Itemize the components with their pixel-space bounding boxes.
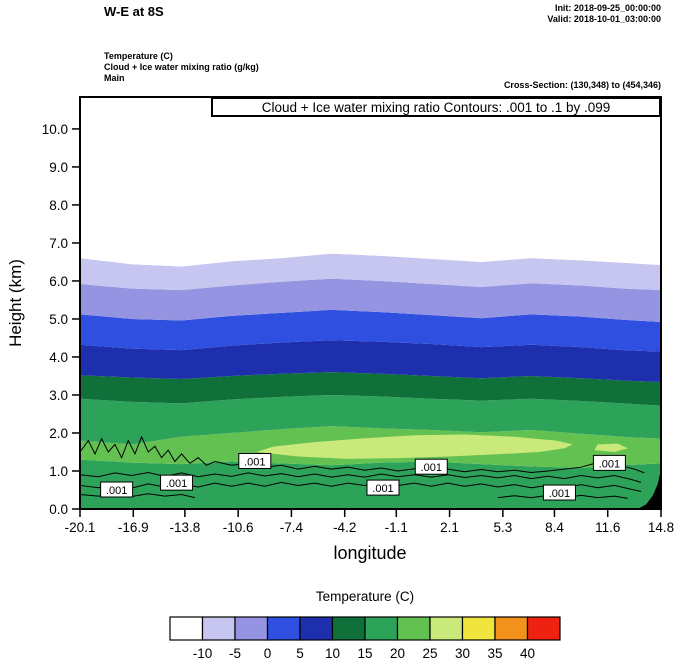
colorbar-tick-label-4: 10 (325, 646, 340, 661)
cloud-contour-line-0 (79, 435, 645, 474)
colorbar-cell-11 (526, 616, 561, 641)
warm-blob-1 (594, 443, 628, 452)
temperature-band-6 (80, 278, 661, 323)
temperature-band-5 (80, 309, 661, 352)
x-tick-label-7: 2.1 (440, 520, 459, 535)
y-tick-label-9: 9.0 (49, 160, 68, 175)
cross-section-info: Cross-Section: (130,348) to (454,346) (503, 80, 661, 90)
contour-annotation-box: Cloud + Ice water mixing ratio Contours:… (211, 97, 661, 117)
warm-blob-0 (256, 434, 573, 459)
y-axis-label: Height (km) (6, 259, 25, 347)
x-tick-label-1: -16.9 (118, 520, 149, 535)
colorbar-title: Temperature (C) (315, 589, 415, 604)
colorbar-cell-1 (201, 616, 236, 641)
x-tick-label-2: -13.8 (169, 520, 200, 535)
x-tick-label-8: 5.3 (493, 520, 512, 535)
cloud-contour-label-3: .001 (372, 483, 393, 495)
temperature-band-4 (80, 340, 661, 383)
field-list: Temperature (C) Cloud + Ice water mixing… (104, 51, 259, 84)
y-tick-label-5: 5.0 (49, 312, 68, 327)
contour-annotation-text: Cloud + Ice water mixing ratio Contours:… (261, 99, 611, 115)
x-tick-label-6: -1.1 (385, 520, 408, 535)
colorbar-cell-3 (266, 616, 301, 641)
colorbar-cell-2 (234, 616, 269, 641)
colorbar-tick-label-5: 15 (357, 646, 372, 661)
x-axis-label: longitude (333, 543, 407, 563)
colorbar-cell-7 (396, 616, 431, 641)
colorbar-cell-0 (169, 616, 204, 641)
y-tick-label-0: 0.0 (49, 502, 68, 517)
temperature-band-7 (80, 253, 661, 291)
cloud-contour-label-box-1 (160, 474, 194, 491)
colorbar-tick-label-7: 25 (422, 646, 437, 661)
cloud-contour-label-5: .001 (549, 488, 570, 500)
colorbar-tick-label-3: 5 (296, 646, 304, 661)
y-tick-label-6: 6.0 (49, 274, 68, 289)
cloud-contour-line-2 (79, 472, 642, 483)
temperature-band-8 (80, 97, 661, 267)
colorbar-cell-8 (429, 616, 464, 641)
y-tick-label-7: 7.0 (49, 236, 68, 251)
temperature-band-2 (80, 394, 661, 445)
colorbar-tick-label-0: -10 (193, 646, 213, 661)
y-tick-label-8: 8.0 (49, 198, 68, 213)
colorbar-cell-9 (461, 616, 496, 641)
x-tick-label-3: -10.6 (223, 520, 254, 535)
colorbar-tick-label-2: 0 (264, 646, 272, 661)
x-tick-label-9: 8.4 (545, 520, 564, 535)
colorbar-tick-label-6: 20 (390, 646, 405, 661)
cloud-contour-label-box-0 (100, 481, 134, 498)
cloud-contour-label-0: .001 (106, 485, 127, 497)
colorbar-cell-4 (299, 616, 334, 641)
y-tick-label-3: 3.0 (49, 388, 68, 403)
colorbar-tick-label-10: 40 (520, 646, 535, 661)
colorbar-tick-label-8: 30 (455, 646, 470, 661)
y-tick-label-10: 10.0 (42, 122, 68, 137)
main-title: W-E at 8S (104, 4, 164, 19)
cloud-contour-label-1: .001 (166, 478, 187, 490)
field-label-main: Main (104, 73, 125, 83)
temperature-band-3 (80, 372, 661, 406)
x-tick-label-11: 14.8 (648, 520, 674, 535)
cloud-contour-label-box-2 (238, 452, 272, 469)
colorbar-tick-label-9: 35 (487, 646, 502, 661)
x-tick-label-10: 11.6 (595, 520, 620, 535)
y-tick-label-2: 2.0 (49, 426, 68, 441)
colorbar-cell-10 (494, 616, 529, 641)
cloud-contour-label-box-5 (542, 484, 576, 501)
cloud-contour-label-4: .001 (421, 462, 442, 474)
cloud-contour-label-6: .001 (599, 458, 620, 470)
cloud-contour-label-box-6 (592, 454, 626, 471)
valid-time-label: Valid: 2018-10-01_03:00:00 (547, 14, 661, 24)
colorbar-cell-6 (364, 616, 399, 641)
field-label-cloud-ice-mixing-ratio: Cloud + Ice water mixing ratio (g/kg) (104, 62, 259, 72)
x-tick-label-5: -4.2 (333, 520, 356, 535)
terrain-profile (637, 469, 661, 509)
cloud-contour-label-box-3 (366, 479, 400, 496)
cloud-contour-label-2: .001 (244, 456, 265, 468)
field-label-temperature: Temperature (C) (104, 51, 173, 61)
init-time-label: Init: 2018-09-25_00:00:00 (554, 3, 661, 13)
x-tick-label-4: -7.4 (280, 520, 304, 535)
x-tick-label-0: -20.1 (65, 520, 96, 535)
colorbar-cell-5 (331, 616, 366, 641)
cloud-contour-label-box-4 (414, 458, 448, 475)
y-tick-label-1: 1.0 (49, 464, 68, 479)
y-tick-label-4: 4.0 (49, 350, 68, 365)
colorbar-tick-label-1: -5 (229, 646, 241, 661)
